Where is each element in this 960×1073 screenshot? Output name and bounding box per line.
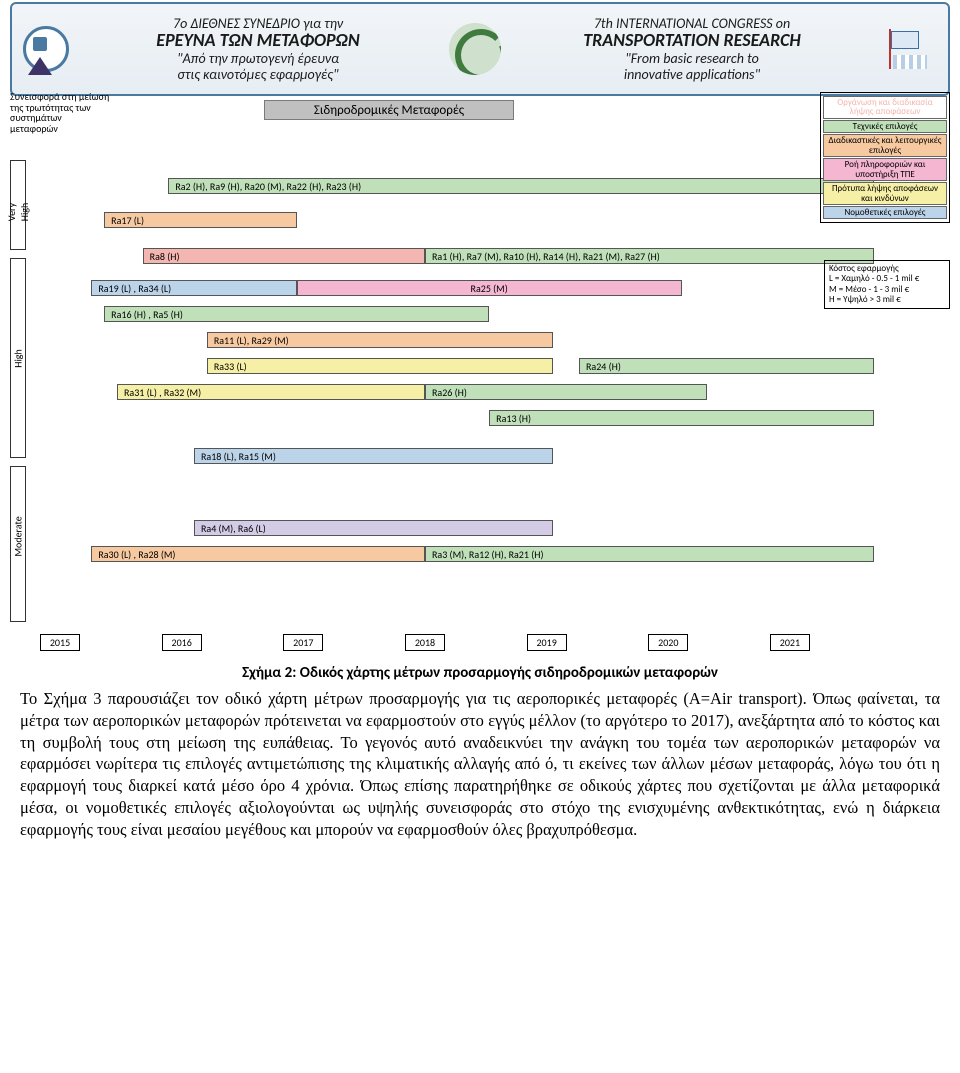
legend-item: Νομοθετικές επιλογές [823,206,947,219]
gantt-bar: Ra31 (L) , Ra32 (M) [117,384,425,400]
gantt-bar: Ra11 (L), Ra29 (M) [207,332,554,348]
y-level-label: Moderate [12,533,25,557]
gantt-bar: Ra13 (H) [489,410,874,426]
y-axis-caption: Συνεισφορά στη μείωση της τρωτότητας των… [10,92,110,134]
banner-en-l4: innovative applications" [506,67,878,82]
body-paragraph: Το Σχήμα 3 παρουσιάζει τον οδικό χάρτη μ… [20,688,940,840]
gantt-bar: Ra24 (H) [579,358,874,374]
banner-gr-l3: "Από την πρωτογενή έρευνα [72,51,444,66]
year-tick: 2015 [40,634,80,651]
year-tick: 2021 [770,634,810,651]
gantt-bar: Ra16 (H) , Ra5 (H) [104,306,489,322]
cost-legend: Κόστος εφαρμογής L = Χαμηλό - 0.5 - 1 mi… [824,260,950,309]
banner-greek: 7ο ΔΙΕΘΝΕΣ ΣΥΝΕΔΡΙΟ για την ΕΡΕΥΝΑ ΤΩΝ Μ… [72,16,444,82]
year-tick: 2017 [283,634,323,651]
banner-gr-l4: στις καινοτόμες εφαρμογές" [72,67,444,82]
year-tick: 2016 [162,634,202,651]
legend-title: Οργάνωση και διαδικασία λήψης αποφάσεων [823,96,947,119]
legend-item: Ροή πληροφοριών και υποστήριξη ΤΠΕ [823,158,947,181]
gantt-bar: Ra25 (M) [297,280,682,296]
car-logo-icon [23,26,69,72]
y-level-label: Very High [5,200,31,224]
gantt-bar: Ra33 (L) [207,358,554,374]
gantt-bar: Ra1 (H), Ra7 (M), Ra10 (H), Ra14 (H), Ra… [425,248,874,264]
chart-title: Σιδηροδρομικές Μεταφορές [264,100,514,120]
gantt-bar: Ra18 (L), Ra15 (M) [194,448,553,464]
logo-left [20,26,72,72]
y-level-label: High [12,347,25,371]
gantt-bar: Ra8 (H) [143,248,425,264]
legend-item: Τεχνικές επιλογές [823,120,947,133]
recycle-icon [444,23,506,75]
gantt-bar: Ra2 (H), Ra9 (H), Ra20 (M), Ra22 (H), Ra… [168,178,874,194]
gantt-bar: Ra19 (L) , Ra34 (L) [91,280,296,296]
legend-box: Οργάνωση και διαδικασία λήψης αποφάσεων … [820,92,950,223]
gantt-bar: Ra4 (M), Ra6 (L) [194,520,553,536]
flag-icon [878,27,940,71]
banner-en-l3: "From basic research to [506,51,878,66]
legend-item: Διαδικαστικές και λειτουργικές επιλογές [823,134,947,157]
year-tick: 2018 [405,634,445,651]
gantt-bar: Ra17 (L) [104,212,297,228]
legend-item: Πρότυπα λήψης αποφάσεων και κινδύνων [823,182,947,205]
cost-line: H = Υψηλό > 3 mil € [829,295,945,305]
gantt-bar: Ra26 (H) [425,384,707,400]
gantt-bar: Ra3 (M), Ra12 (H), Ra21 (H) [425,546,874,562]
year-tick: 2020 [648,634,688,651]
banner-gr-l2: ΕΡΕΥΝΑ ΤΩΝ ΜΕΤΑΦΟΡΩΝ [72,31,444,51]
gantt-bar: Ra30 (L) , Ra28 (M) [91,546,425,562]
banner-en-l2: TRANSPORTATION RESEARCH [506,31,878,51]
year-tick: 2019 [527,634,567,651]
roadmap-chart: Συνεισφορά στη μείωση της τρωτότητας των… [10,100,950,660]
x-axis: 2015 2016 2017 2018 2019 2020 2021 [40,634,810,651]
banner-english: 7th INTERNATIONAL CONGRESS on TRANSPORTA… [506,16,878,82]
figure-caption: Σχήμα 2: Οδικός χάρτης μέτρων προσαρμογή… [0,664,960,682]
conference-banner: 7ο ΔΙΕΘΝΕΣ ΣΥΝΕΔΡΙΟ για την ΕΡΕΥΝΑ ΤΩΝ Μ… [10,2,950,96]
